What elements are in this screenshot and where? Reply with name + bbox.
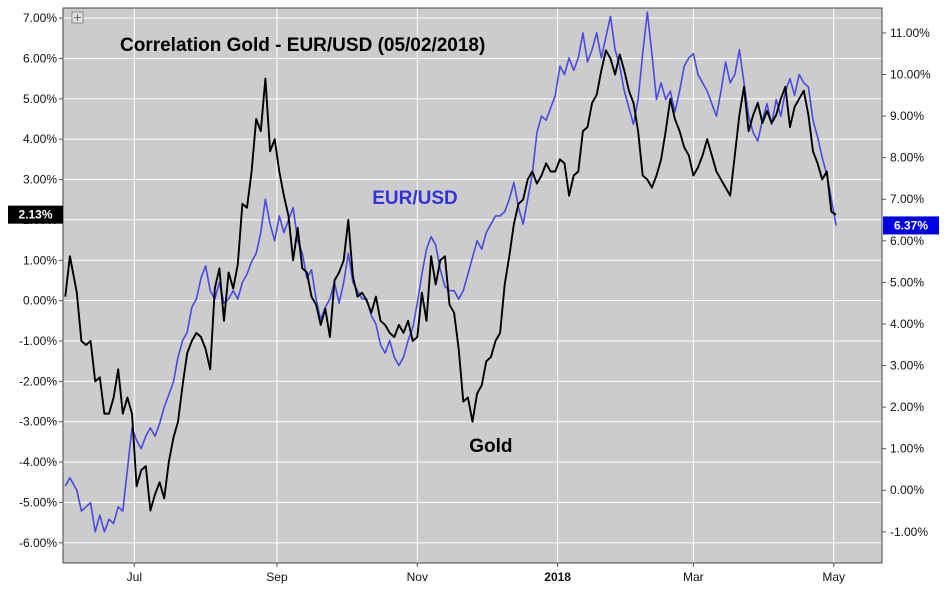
left-tick-label: 5.00% xyxy=(23,92,57,106)
right-tick-label: 2.00% xyxy=(890,400,924,414)
right-tick-label: 3.00% xyxy=(890,359,924,373)
left-tick-label: -1.00% xyxy=(19,334,57,348)
right-tick-label: 1.00% xyxy=(890,442,924,456)
right-tick-label: 9.00% xyxy=(890,109,924,123)
x-tick-label: 2018 xyxy=(544,570,571,584)
chart-title: Correlation Gold - EUR/USD (05/02/2018) xyxy=(120,35,485,56)
right-tick-label: 6.00% xyxy=(890,234,924,248)
x-tick-label: Sep xyxy=(266,570,288,584)
left-tick-label: -2.00% xyxy=(19,374,57,388)
x-tick-label: Jul xyxy=(127,570,142,584)
left-tick-label: 4.00% xyxy=(23,132,57,146)
left-tick-label: 3.00% xyxy=(23,173,57,187)
left-tick-label: -5.00% xyxy=(19,495,57,509)
series-label-eur-usd: EUR/USD xyxy=(372,188,458,209)
x-tick-label: Nov xyxy=(407,570,428,584)
left-tick-label: -3.00% xyxy=(19,415,57,429)
badge-eurusd-last-value: 6.37% xyxy=(894,218,928,232)
right-tick-label: 0.00% xyxy=(890,483,924,497)
expand-icon[interactable] xyxy=(71,11,84,24)
right-tick-label: 7.00% xyxy=(890,192,924,206)
x-tick-label: Mar xyxy=(683,570,704,584)
right-tick-label: 10.00% xyxy=(890,68,931,82)
badge-bg-eurusd xyxy=(883,216,939,235)
right-tick-label: -1.00% xyxy=(890,525,928,539)
x-tick-label: May xyxy=(822,570,845,584)
series-label-gold: Gold xyxy=(469,436,512,457)
left-tick-label: -4.00% xyxy=(19,455,57,469)
left-tick-label: 0.00% xyxy=(23,294,57,308)
left-axis: 7.00%6.00%5.00%4.00%3.00%2.00%1.00%0.00%… xyxy=(19,11,63,550)
right-tick-label: 11.00% xyxy=(890,26,930,40)
plot-border xyxy=(62,7,883,564)
series-line-eur-usd xyxy=(64,11,837,533)
left-tick-label: -6.00% xyxy=(19,536,57,550)
series-line-gold xyxy=(64,49,837,512)
right-tick-label: 5.00% xyxy=(890,275,924,289)
grid-lines xyxy=(63,8,882,563)
right-axis: 11.00% 10.00% 9.00% 8.00% 7.00% 6.00% 5.00% 4.0… xyxy=(882,26,931,539)
left-tick-label: 1.00% xyxy=(23,253,57,267)
left-tick-label: 7.00% xyxy=(23,11,57,25)
x-axis: Jul Sep Nov 2018 Mar May xyxy=(127,563,845,584)
right-tick-label: 4.00% xyxy=(890,317,924,331)
last-value-badges: 2.13% 6.37% xyxy=(8,205,939,235)
plot-background xyxy=(63,8,882,563)
badge-gold-last-value: 2.13% xyxy=(18,208,52,222)
annotations: EUR/USD Gold xyxy=(372,188,512,457)
badge-bg-gold xyxy=(8,205,63,224)
right-tick-label: 8.00% xyxy=(890,151,924,165)
left-tick-label: 6.00% xyxy=(23,51,57,65)
series-lines xyxy=(64,11,837,533)
